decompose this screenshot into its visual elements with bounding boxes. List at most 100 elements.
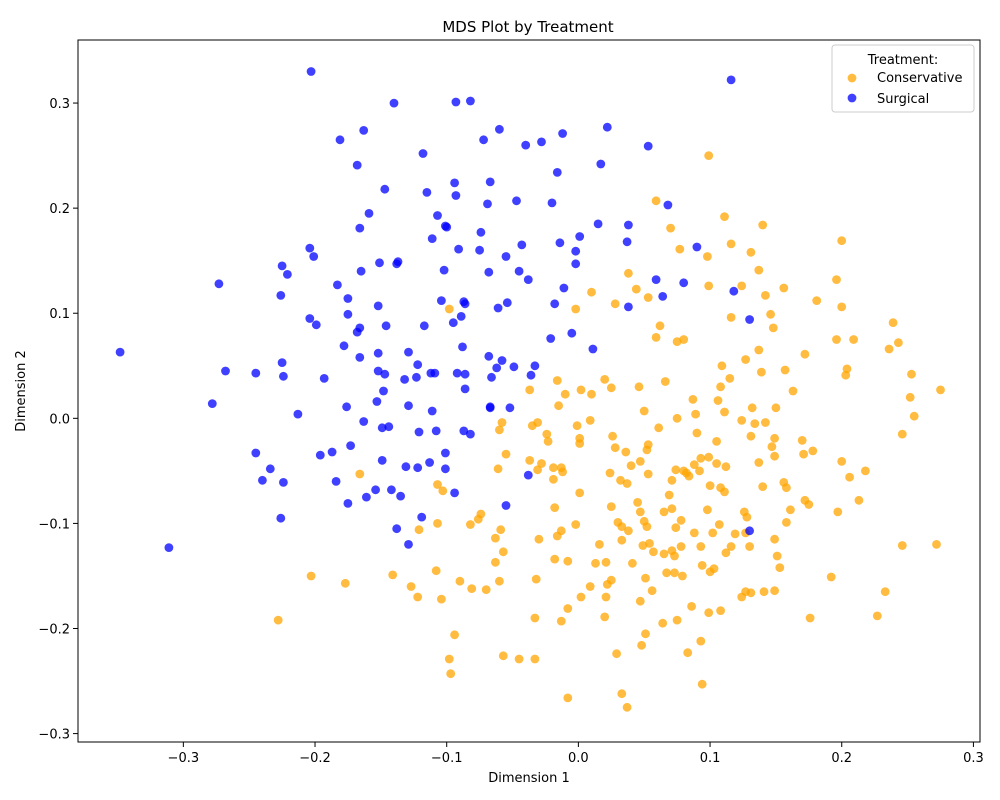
point-surgical-49: [375, 258, 384, 268]
point-conservative-151: [833, 507, 843, 517]
legend-title: Treatment:: [867, 53, 939, 68]
point-conservative-31: [679, 335, 689, 344]
point-surgical-102: [251, 368, 261, 378]
point-surgical-50: [571, 259, 581, 269]
point-conservative-16: [779, 283, 789, 293]
point-conservative-128: [616, 475, 625, 485]
point-conservative-20: [812, 296, 822, 305]
point-surgical-151: [362, 492, 371, 502]
point-surgical-137: [441, 448, 450, 458]
point-conservative-232: [576, 592, 586, 602]
point-conservative-173: [595, 540, 604, 549]
point-conservative-247: [273, 615, 283, 625]
point-conservative-255: [444, 654, 454, 664]
point-conservative-2: [720, 212, 729, 222]
y-tick-label: 0.3: [49, 97, 70, 112]
point-surgical-127: [431, 426, 441, 436]
point-conservative-119: [355, 469, 365, 479]
point-surgical-79: [311, 320, 321, 330]
point-surgical-114: [412, 372, 421, 382]
data-points: [115, 67, 945, 712]
point-surgical-4: [466, 96, 475, 106]
point-conservative-1: [651, 196, 661, 206]
point-conservative-85: [770, 433, 779, 443]
point-conservative-185: [676, 542, 686, 551]
point-conservative-244: [556, 616, 566, 626]
point-conservative-219: [602, 580, 612, 589]
point-conservative-4: [758, 220, 768, 230]
point-conservative-38: [800, 349, 810, 359]
point-surgical-38: [555, 238, 565, 248]
point-surgical-40: [454, 244, 463, 254]
y-tick-label: 0.2: [49, 202, 70, 217]
point-conservative-45: [907, 369, 916, 379]
point-surgical-141: [401, 462, 411, 472]
point-conservative-146: [667, 504, 677, 514]
point-conservative-215: [455, 576, 465, 586]
point-conservative-248: [641, 629, 650, 639]
point-conservative-190: [498, 547, 508, 557]
point-conservative-19: [643, 293, 653, 302]
point-conservative-224: [647, 586, 657, 596]
point-surgical-9: [602, 122, 612, 132]
point-surgical-150: [450, 488, 459, 498]
point-surgical-147: [331, 477, 341, 486]
point-conservative-87: [712, 437, 721, 446]
point-surgical-146: [279, 478, 288, 487]
point-conservative-34: [849, 335, 858, 344]
x-axis-label: Dimension 1: [488, 771, 570, 786]
point-conservative-233: [601, 592, 611, 602]
point-conservative-103: [635, 457, 645, 466]
point-conservative-168: [624, 526, 633, 536]
point-surgical-36: [575, 232, 585, 241]
point-surgical-34: [624, 220, 633, 230]
point-conservative-104: [525, 456, 535, 465]
point-conservative-69: [672, 413, 682, 423]
point-surgical-82: [381, 321, 391, 331]
point-conservative-43: [757, 367, 766, 377]
point-conservative-77: [572, 421, 582, 431]
point-conservative-65: [639, 406, 649, 416]
point-conservative-40: [780, 365, 790, 375]
point-conservative-225: [759, 587, 769, 597]
point-conservative-126: [667, 475, 677, 485]
point-surgical-72: [624, 302, 633, 312]
point-conservative-256: [514, 654, 524, 664]
point-conservative-260: [617, 689, 627, 699]
point-conservative-176: [534, 534, 544, 544]
point-surgical-16: [596, 159, 606, 169]
point-conservative-41: [717, 361, 727, 371]
point-conservative-205: [709, 564, 719, 573]
point-conservative-106: [712, 459, 721, 468]
point-surgical-152: [396, 491, 405, 501]
point-conservative-251: [637, 640, 646, 650]
point-surgical-124: [427, 406, 437, 416]
point-surgical-118: [372, 397, 382, 406]
point-surgical-44: [305, 243, 315, 253]
point-surgical-45: [309, 252, 319, 261]
point-surgical-27: [364, 209, 374, 218]
point-surgical-19: [450, 178, 459, 188]
point-surgical-63: [658, 292, 668, 301]
point-conservative-142: [854, 495, 864, 505]
point-surgical-32: [476, 227, 486, 237]
point-surgical-75: [343, 309, 353, 319]
point-conservative-262: [622, 702, 632, 712]
point-conservative-9: [703, 252, 712, 261]
point-conservative-89: [543, 437, 553, 446]
point-conservative-96: [621, 447, 631, 457]
point-surgical-87: [115, 347, 125, 357]
x-tick-label: −0.2: [299, 751, 331, 766]
point-conservative-0: [704, 151, 714, 161]
point-conservative-159: [782, 518, 791, 527]
point-conservative-214: [495, 576, 504, 586]
point-surgical-122: [485, 402, 495, 412]
point-conservative-18: [587, 287, 596, 297]
point-conservative-30: [651, 333, 661, 342]
point-conservative-166: [571, 520, 581, 529]
point-surgical-25: [547, 198, 557, 208]
point-surgical-69: [460, 299, 470, 309]
point-conservative-246: [658, 618, 668, 628]
point-surgical-76: [456, 312, 466, 321]
point-conservative-181: [726, 542, 736, 551]
